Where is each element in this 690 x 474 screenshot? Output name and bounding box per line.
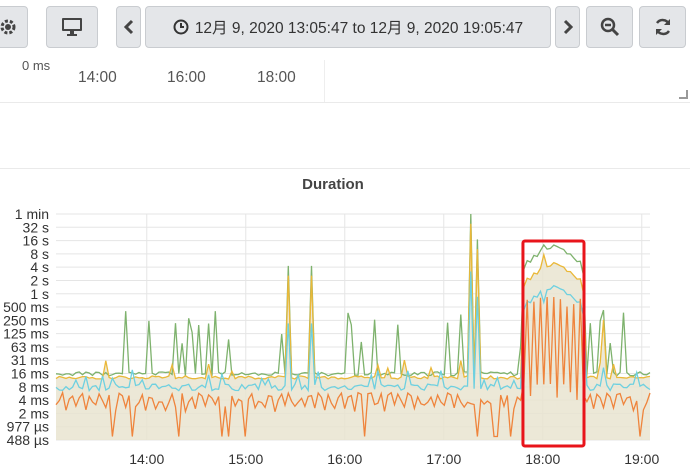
time-range-picker[interactable]: 12月 9, 2020 13:05:47 to 12月 9, 2020 19:0… [145,6,551,48]
y-tick-label: 125 ms [3,326,49,342]
gear-icon [0,19,16,35]
upper-x-tick: 14:00 [78,69,117,86]
chart-title: Duration [302,176,364,193]
y-tick-label: 250 ms [3,312,49,328]
clock-icon [173,19,189,35]
chevron-left-icon [123,19,133,35]
x-tick-label: 17:00 [426,451,461,467]
time-forward-button[interactable] [555,6,580,48]
y-tick-label: 4 ms [19,392,49,408]
x-tick-label: 19:00 [624,451,659,467]
view-mode-button[interactable] [46,6,98,48]
zoom-out-button[interactable] [586,6,633,48]
panel-divider [0,168,690,169]
y-tick-label: 63 ms [11,339,49,355]
series-line-cyan [55,271,651,393]
upper-y-label: 0 ms [22,58,51,73]
y-tick-label: 1 s [30,286,49,302]
refresh-icon [655,18,670,36]
y-tick-label: 1 min [15,206,49,222]
panel-divider [0,102,690,103]
y-tick-label: 2 s [30,272,49,288]
y-tick-label: 4 s [30,259,49,275]
chevron-right-icon [563,19,573,35]
y-tick-label: 977 µs [7,419,49,435]
x-tick-label: 16:00 [327,451,362,467]
y-tick-label: 488 µs [7,432,49,448]
x-tick-label: 14:00 [129,451,164,467]
x-tick-label: 18:00 [525,451,560,467]
monitor-icon [62,18,82,36]
upper-x-tick: 18:00 [257,69,296,86]
x-tick-label: 15:00 [228,451,263,467]
time-back-button[interactable] [116,6,141,48]
y-tick-label: 8 ms [19,379,49,395]
refresh-button[interactable] [639,6,686,48]
series-line-orange [55,296,651,438]
y-tick-label: 16 s [23,233,49,249]
series-fill-area [56,223,650,440]
zoom-out-icon [600,17,619,37]
y-tick-label: 32 s [23,219,49,235]
y-tick-label: 31 ms [11,352,49,368]
y-tick-label: 8 s [30,246,49,262]
upper-panel: 0 ms 14:00 16:00 18:00 [0,58,325,102]
settings-button[interactable] [0,6,28,48]
highlight-box [521,239,586,448]
y-tick-label: 500 ms [3,299,49,315]
panel-resize-handle[interactable] [679,90,688,99]
dashboard-toolbar: 12月 9, 2020 13:05:47 to 12月 9, 2020 19:0… [0,0,690,58]
time-range-label: 12月 9, 2020 13:05:47 to 12月 9, 2020 19:0… [194,20,524,37]
series-line-green [55,213,651,377]
upper-x-tick: 16:00 [167,69,206,86]
y-tick-label: 16 ms [11,366,49,382]
y-tick-label: 2 ms [19,405,49,421]
series-line-yellow [55,223,651,380]
